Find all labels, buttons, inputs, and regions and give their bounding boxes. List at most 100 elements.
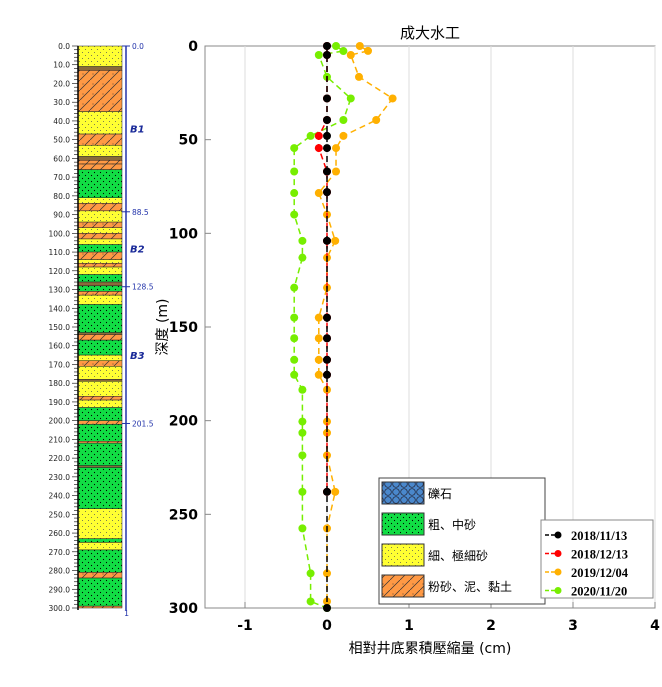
- data-point: [298, 385, 307, 394]
- depth-label: 110.0: [49, 248, 71, 257]
- data-point: [323, 370, 331, 379]
- legend-label: 細、極細砂: [428, 548, 488, 563]
- data-point: [298, 524, 307, 533]
- depth-label: 100.0: [49, 229, 71, 238]
- data-point: [331, 236, 340, 245]
- data-point: [306, 131, 315, 140]
- data-point: [314, 144, 323, 153]
- layer-coarse: [77, 577, 123, 607]
- data-point: [323, 94, 331, 103]
- data-point: [323, 355, 331, 364]
- data-point: [323, 167, 331, 176]
- layer-fine: [77, 542, 123, 551]
- depth-label: 260.0: [49, 529, 71, 538]
- data-point: [314, 131, 323, 140]
- data-point: [314, 313, 323, 322]
- layer-coarse: [77, 339, 123, 356]
- data-point: [323, 313, 331, 322]
- y-tick-label: 0: [188, 39, 198, 55]
- layer-silt: [77, 263, 123, 268]
- data-point: [372, 115, 381, 124]
- data-point: [306, 597, 315, 606]
- legend-label: 2019/12/04: [571, 566, 629, 580]
- swatch-gravel: [381, 481, 425, 505]
- layer-fine: [77, 381, 123, 397]
- layer-fine: [77, 238, 123, 245]
- y-tick-label: 300: [169, 601, 198, 617]
- data-point: [355, 42, 364, 50]
- depth-label: 60.0: [53, 154, 70, 163]
- depth-label: 90.0: [53, 211, 70, 220]
- data-point: [323, 42, 331, 50]
- legend-label: 礫石: [428, 486, 452, 501]
- x-tick-label: 1: [404, 618, 414, 634]
- swatch-silt: [381, 574, 425, 598]
- layer-silt: [77, 291, 123, 296]
- data-point: [314, 50, 323, 59]
- x-tick-label: 2: [486, 618, 496, 634]
- series-2020/11/20: [290, 42, 355, 612]
- data-point: [298, 487, 307, 496]
- unit-label: B1: [130, 124, 145, 135]
- data-point: [346, 50, 355, 59]
- boundary-label: 88.5: [132, 208, 149, 217]
- depth-label: 50.0: [53, 136, 70, 145]
- data-point: [388, 94, 397, 103]
- layer-coarse: [77, 549, 123, 573]
- data-point: [323, 131, 331, 140]
- layer-fine: [77, 210, 123, 223]
- data-point: [323, 604, 331, 612]
- layer-fine: [77, 354, 123, 361]
- layer-silt: [77, 133, 123, 146]
- layer-coarse: [77, 244, 123, 253]
- y-tick-label: 100: [169, 226, 198, 242]
- data-point: [323, 144, 331, 153]
- unit-label: B3: [130, 351, 145, 362]
- data-point: [323, 487, 331, 496]
- data-point: [290, 144, 299, 153]
- depth-label: 190.0: [49, 398, 71, 407]
- data-point: [290, 189, 299, 198]
- layer-coarse: [77, 169, 123, 198]
- data-point: [323, 569, 331, 578]
- layer-silt: [77, 396, 123, 401]
- layer-line: [77, 156, 123, 161]
- boundary-label: 128.5: [132, 283, 154, 292]
- data-point: [298, 417, 307, 426]
- data-point: [332, 167, 341, 176]
- legend-label: 2020/11/20: [571, 585, 627, 599]
- bottom-label: 1: [124, 609, 129, 618]
- data-point: [346, 94, 355, 103]
- layer-line: [77, 465, 123, 468]
- y-tick-label: 250: [169, 507, 198, 523]
- data-point: [323, 236, 331, 245]
- data-point: [339, 115, 348, 124]
- layer-fine: [77, 294, 123, 305]
- data-point: [364, 46, 372, 55]
- data-point: [332, 42, 341, 50]
- y-tick-label: 150: [169, 320, 198, 336]
- legend-label: 粗、中砂: [428, 517, 476, 532]
- data-point: [339, 47, 348, 56]
- layer-coarse: [77, 407, 123, 421]
- layer-silt: [77, 163, 123, 170]
- legend-marker: [554, 550, 562, 557]
- layer-fine: [77, 111, 123, 135]
- layer-line: [77, 281, 123, 287]
- layer-fine: [77, 227, 123, 234]
- layer-fine: [77, 197, 123, 204]
- x-tick-label: -1: [237, 618, 253, 634]
- depth-label: 140.0: [49, 304, 71, 313]
- data-point: [298, 253, 307, 262]
- layer-fine: [77, 266, 123, 275]
- boundary-label: 0.0: [132, 42, 144, 51]
- layer-coarse: [77, 285, 123, 292]
- data-point: [323, 115, 331, 124]
- layer-coarse: [77, 467, 123, 509]
- layer-silt: [77, 221, 123, 228]
- depth-label: 130.0: [49, 286, 71, 295]
- depth-label: 290.0: [49, 585, 71, 594]
- depth-label: 270.0: [49, 548, 71, 557]
- depth-label: 230.0: [49, 473, 71, 482]
- layer-silt: [77, 605, 123, 609]
